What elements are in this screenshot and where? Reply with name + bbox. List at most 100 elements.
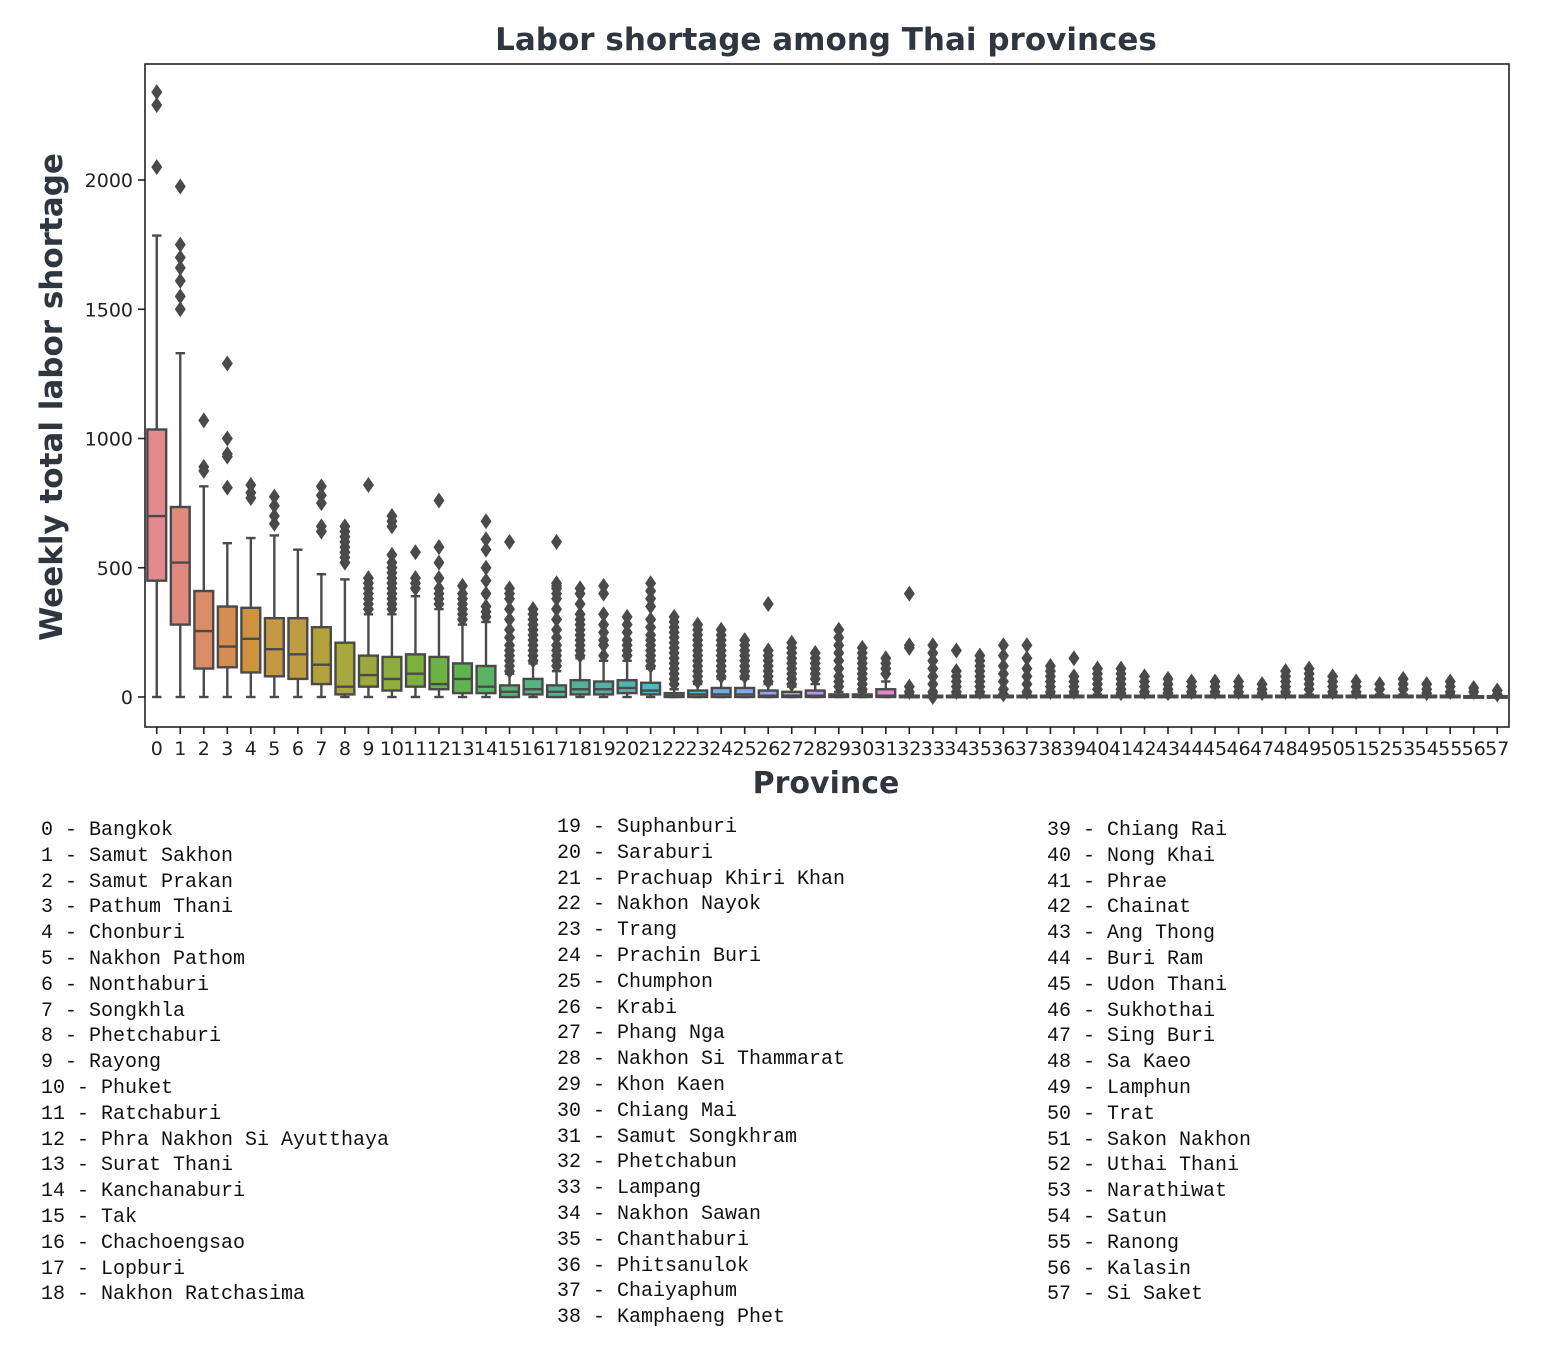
legend-item: 14 - Kanchanaburi	[41, 1180, 246, 1204]
outlier-point	[692, 673, 704, 690]
boxes-layer	[146, 84, 1508, 705]
box	[216, 605, 238, 669]
outlier-point	[974, 683, 986, 700]
x-tick-label: 3	[221, 738, 233, 760]
legend-item: 27 - Phang Nga	[557, 1022, 726, 1046]
outlier-point	[174, 259, 186, 276]
legend-item: 38 - Kamphaeng Phet	[557, 1306, 786, 1330]
outlier-point	[551, 601, 563, 618]
outlier-point	[856, 681, 868, 698]
x-tick-label: 1	[174, 738, 186, 760]
box-group-41	[1110, 660, 1132, 702]
box	[875, 688, 897, 699]
x-tick-label: 8	[339, 738, 351, 760]
legend-column-1: 0 - Bangkok 1 - Samut Sakhon 2 - Samut Pra…	[41, 818, 389, 1308]
box	[310, 626, 332, 686]
box-group-14	[475, 513, 497, 699]
x-tick-label: 25	[733, 738, 757, 760]
outlier-point	[268, 497, 280, 514]
outlier-point	[480, 531, 492, 548]
legend-item: 36 - Phitsanulok	[557, 1254, 750, 1278]
box-group-38	[1039, 657, 1062, 700]
box-group-36	[992, 637, 1014, 703]
legend-item: 56 - Kalasin	[1047, 1257, 1192, 1281]
outlier-point	[1091, 681, 1103, 698]
x-tick-label: 53	[1391, 738, 1415, 760]
outlier-point	[1350, 683, 1362, 700]
legend-item: 34 - Nakhon Sawan	[557, 1202, 762, 1226]
legend-item: 54 - Satun	[1047, 1205, 1168, 1229]
legend-item: 29 - Khon Kaen	[557, 1073, 726, 1097]
box-group-50	[1322, 668, 1344, 700]
box-group-42	[1133, 668, 1156, 700]
outlier-point	[762, 673, 774, 690]
box-group-9	[357, 477, 380, 699]
box-group-35	[969, 647, 991, 700]
outlier-point	[386, 518, 398, 535]
outlier-point	[433, 492, 445, 509]
x-tick-label: 34	[944, 738, 968, 760]
outlier-point	[174, 178, 186, 195]
y-tick-label: 1000	[85, 429, 133, 451]
x-tick-label: 48	[1273, 738, 1297, 760]
box-group-8	[334, 518, 356, 699]
legend-item: 13 - Surat Thani	[41, 1154, 234, 1178]
box-group-11	[404, 544, 427, 699]
box	[640, 681, 662, 696]
box-group-28	[804, 645, 826, 699]
box-group-5	[263, 488, 285, 699]
legend-item: 8 - Phetchaburi	[41, 1025, 222, 1049]
box	[522, 677, 544, 696]
box-group-3	[216, 355, 238, 699]
outlier-point	[1068, 650, 1080, 667]
box	[475, 664, 497, 695]
x-tick-label: 26	[756, 738, 780, 760]
box-group-51	[1345, 673, 1367, 700]
legend-item: 20 - Saraburi	[557, 841, 714, 865]
legend-item: 28 - Nakhon Si Thammarat	[557, 1048, 846, 1072]
x-tick-label: 46	[1226, 738, 1250, 760]
plot-frame	[144, 63, 1510, 728]
box-group-20	[616, 608, 638, 699]
outlier-point	[762, 595, 774, 612]
x-tick-label: 21	[639, 738, 663, 760]
y-tick-label: 500	[97, 558, 133, 580]
box-group-21	[640, 575, 662, 699]
box-group-45	[1204, 673, 1226, 700]
outlier-point	[551, 590, 563, 607]
box-group-32	[898, 585, 920, 700]
legend-item: 48 - Sa Kaeo	[1047, 1051, 1192, 1075]
x-tick-label: 45	[1203, 738, 1227, 760]
box-group-16	[522, 601, 544, 699]
legend-item: 30 - Chiang Mai	[557, 1099, 738, 1123]
x-tick-label: 40	[1085, 738, 1109, 760]
legend-item: 15 - Tak	[41, 1205, 138, 1229]
outlier-point	[409, 580, 421, 597]
outlier-point	[1468, 683, 1480, 700]
x-tick-label: 44	[1179, 738, 1203, 760]
y-tick-label: 2000	[85, 170, 133, 192]
x-tick-label: 22	[662, 738, 686, 760]
box	[193, 589, 215, 670]
box-group-33	[922, 637, 944, 705]
outlier-point	[151, 159, 163, 176]
x-tick-label: 7	[315, 738, 327, 760]
box-group-13	[451, 577, 474, 699]
x-tick-label: 15	[497, 738, 521, 760]
outlier-point	[1421, 685, 1433, 702]
legend-item: 17 - Lopburi	[41, 1257, 186, 1281]
x-tick-label: 2	[198, 738, 210, 760]
outlier-point	[480, 572, 492, 589]
outlier-point	[833, 678, 845, 695]
outlier-point	[950, 683, 962, 700]
legend-item: 10 - Phuket	[41, 1076, 174, 1100]
outlier-point	[809, 670, 821, 687]
outlier-point	[551, 611, 563, 628]
outlier-point	[1303, 681, 1315, 698]
box	[381, 655, 403, 692]
legend-item: 22 - Nakhon Nayok	[557, 893, 762, 917]
box	[710, 686, 732, 699]
x-tick-label: 18	[568, 738, 592, 760]
legend-item: 37 - Chaiyaphum	[557, 1280, 738, 1304]
x-tick-label: 12	[427, 738, 451, 760]
